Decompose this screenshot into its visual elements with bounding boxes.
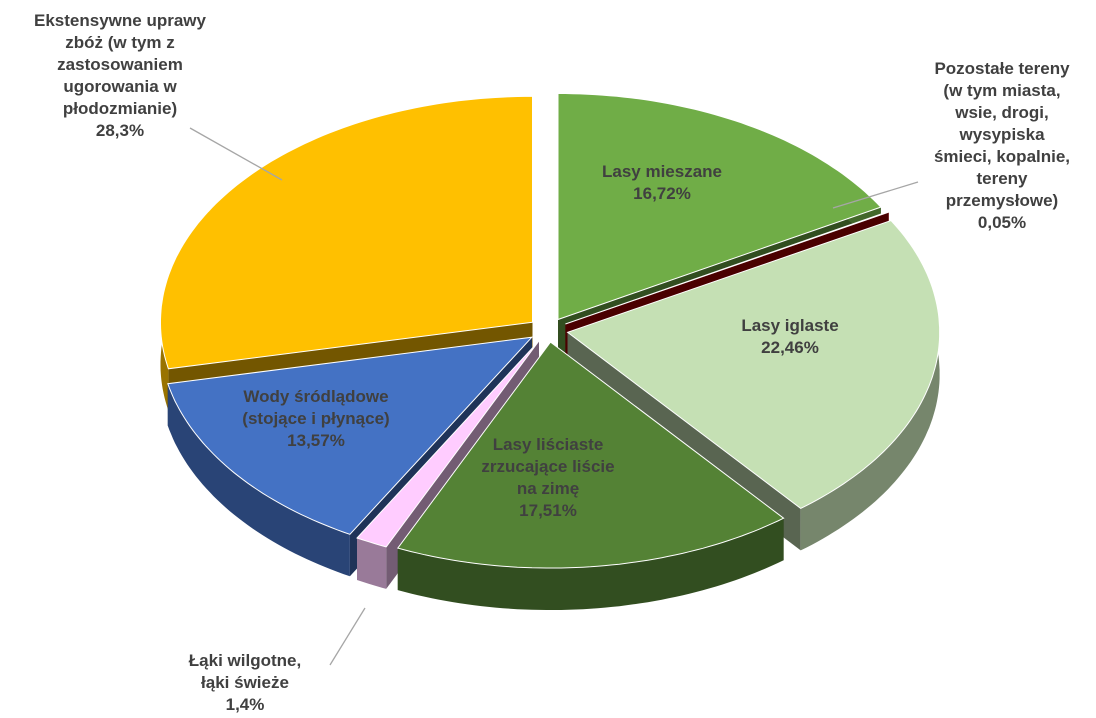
slice-wall [357, 538, 387, 589]
value-label: 1,4% [226, 695, 265, 714]
slice-label: Lasy iglaste [741, 316, 838, 335]
slice-label: Pozostałe tereny (w tym miasta, wsie, drog… [934, 59, 1070, 210]
value-label: 22,46% [761, 338, 819, 357]
slice-wall [397, 518, 784, 610]
leader-line [832, 181, 919, 209]
slice-label: Ekstensywne uprawy zbóż (w tym z zastosowa… [34, 11, 207, 118]
slice-label: Lasy liściaste zrzucające liście na zimę [481, 435, 614, 498]
slice [160, 95, 533, 370]
slice [566, 219, 941, 509]
value-label: 17,51% [519, 501, 577, 520]
slice [565, 211, 890, 325]
slice-label: Łąki wilgotne, łąki świeże [189, 651, 301, 692]
value-label: 0,05% [978, 213, 1026, 232]
slice [396, 341, 785, 569]
slice-label: Lasy mieszane [602, 162, 722, 181]
value-label: 16,72% [633, 184, 691, 203]
slice [356, 340, 540, 548]
value-label: 28,3% [96, 121, 144, 140]
slice-wall [167, 383, 350, 577]
value-label: 13,57% [287, 431, 345, 450]
slice-wall [800, 220, 940, 551]
slice [167, 336, 534, 535]
slice [557, 93, 882, 321]
slice-label: Wody śródlądowe (stojące i płynące) [242, 387, 389, 428]
leader-line [189, 127, 283, 181]
leader-line [329, 607, 366, 666]
